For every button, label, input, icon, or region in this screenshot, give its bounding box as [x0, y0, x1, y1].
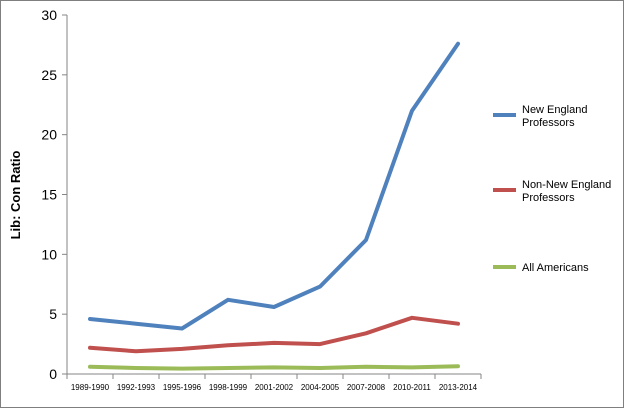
- x-tick-label: 2004-2005: [301, 383, 340, 392]
- y-tick-label: 30: [41, 7, 57, 23]
- series-line: [88, 364, 460, 371]
- series-line: [88, 41, 460, 331]
- series-line: [88, 315, 460, 354]
- legend-entry: All Americans: [522, 262, 589, 274]
- y-tick-label: 15: [41, 187, 57, 203]
- series-lines: [88, 41, 460, 371]
- legend-entry: Non-New England Professors: [522, 179, 611, 204]
- x-tick-label: 2001-2002: [255, 383, 294, 392]
- y-tick-label: 25: [41, 67, 57, 83]
- y-tick-label: 20: [41, 127, 57, 143]
- x-tick-label: 2010-2011: [393, 383, 431, 392]
- legend-entry: New England Professors: [522, 104, 587, 129]
- x-tick-label: 1992-1993: [117, 383, 156, 392]
- y-tick-label: 5: [49, 306, 57, 322]
- legend: New England Professors Non-New England Prof…: [493, 104, 611, 274]
- y-tick-label: 0: [49, 366, 57, 382]
- y-tick-labels: 0 5 10 15 20 25 30: [41, 7, 57, 382]
- axes: [62, 14, 482, 379]
- x-tick-label: 1995-1996: [163, 383, 202, 392]
- y-tick-label: 10: [41, 246, 57, 262]
- x-tick-label: 1989-1990: [71, 383, 110, 392]
- x-tick-label: 1998-1999: [209, 383, 248, 392]
- x-tick-labels: 1989-1990 1992-1993 1995-1996 1998-1999 2001…: [71, 383, 478, 392]
- x-tick-label: 2007-2008: [347, 383, 386, 392]
- x-tick-label: 2013-2014: [439, 383, 478, 392]
- y-axis-label: Lib: Con Ratio: [8, 151, 23, 240]
